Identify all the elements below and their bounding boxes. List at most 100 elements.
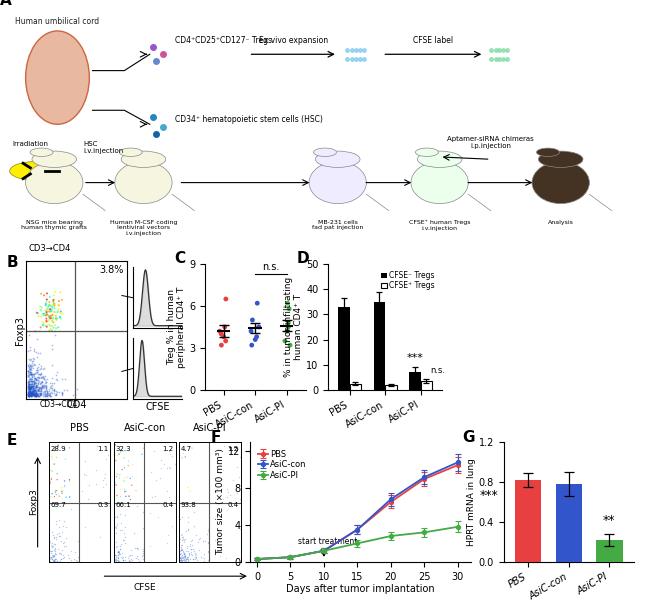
Point — [117, 465, 127, 475]
Point — [176, 553, 186, 563]
Point — [104, 501, 114, 511]
Point — [36, 383, 47, 393]
Point — [23, 367, 33, 376]
Point — [182, 555, 192, 565]
Point — [176, 554, 187, 564]
Point — [57, 545, 68, 555]
Text: 69.7: 69.7 — [51, 502, 66, 508]
Point — [59, 481, 70, 491]
Point — [113, 550, 124, 559]
Point — [25, 388, 35, 398]
Point — [55, 327, 65, 336]
Point — [45, 552, 55, 562]
Point — [163, 446, 174, 456]
Point — [31, 374, 42, 384]
Point — [122, 472, 133, 482]
Point — [119, 453, 129, 463]
Point — [254, 322, 264, 332]
Point — [38, 372, 48, 382]
Point — [47, 303, 57, 313]
Point — [25, 389, 36, 399]
Point — [212, 484, 222, 494]
Point — [23, 387, 34, 397]
Ellipse shape — [309, 161, 367, 204]
Text: NSG mice bearing
human thymic grafts: NSG mice bearing human thymic grafts — [21, 220, 87, 230]
Point — [31, 380, 42, 390]
Point — [112, 511, 122, 521]
Point — [162, 538, 172, 548]
Point — [83, 494, 93, 504]
Point — [48, 323, 58, 333]
Point — [50, 538, 60, 548]
Point — [61, 492, 72, 502]
Point — [25, 362, 35, 371]
Point — [31, 368, 41, 378]
Point — [115, 448, 125, 457]
Legend: PBS, AsiC-con, AsiC-PI: PBS, AsiC-con, AsiC-PI — [254, 446, 310, 483]
Point — [38, 318, 49, 328]
Point — [58, 516, 69, 526]
Point — [27, 384, 38, 394]
Point — [26, 368, 36, 378]
Point — [34, 363, 45, 373]
Point — [109, 463, 120, 473]
Point — [43, 388, 53, 398]
Point — [175, 553, 185, 563]
Point — [37, 317, 47, 327]
Point — [31, 387, 41, 397]
Point — [127, 550, 137, 559]
Point — [36, 372, 47, 382]
Point — [26, 389, 36, 399]
Point — [42, 317, 52, 327]
Point — [25, 386, 36, 396]
Point — [32, 391, 43, 401]
Point — [29, 389, 39, 399]
Point — [46, 387, 56, 397]
Point — [29, 390, 39, 400]
Point — [38, 321, 49, 331]
Point — [49, 295, 59, 305]
Text: n.s.: n.s. — [262, 262, 279, 273]
Point — [66, 555, 76, 565]
Point — [56, 549, 66, 559]
Point — [49, 551, 59, 561]
Point — [31, 383, 41, 393]
Point — [35, 389, 46, 398]
Point — [30, 384, 40, 394]
Point — [23, 381, 34, 391]
Point — [29, 375, 40, 384]
Point — [59, 385, 70, 395]
Point — [24, 369, 34, 379]
Point — [25, 381, 36, 391]
Point — [24, 382, 34, 392]
Point — [72, 556, 82, 566]
Point — [31, 391, 42, 401]
Point — [186, 536, 196, 546]
Point — [174, 542, 184, 551]
Point — [40, 311, 51, 321]
Point — [113, 546, 124, 556]
Point — [42, 374, 52, 384]
Point — [73, 552, 84, 562]
Point — [38, 365, 49, 375]
Point — [24, 379, 34, 389]
Point — [53, 557, 64, 567]
Point — [25, 390, 36, 400]
Point — [55, 287, 66, 297]
Y-axis label: HPRT mRNA in lung: HPRT mRNA in lung — [467, 458, 476, 546]
Point — [24, 387, 34, 397]
Point — [24, 369, 34, 379]
Point — [25, 385, 35, 395]
Point — [29, 391, 40, 401]
Point — [118, 535, 129, 545]
Point — [42, 391, 52, 400]
Point — [24, 390, 34, 400]
Point — [27, 381, 37, 391]
Point — [47, 454, 57, 464]
Point — [183, 551, 193, 561]
Text: AsiC-con: AsiC-con — [124, 422, 166, 432]
Point — [29, 379, 39, 389]
Point — [36, 378, 47, 387]
Point — [28, 381, 38, 391]
Circle shape — [30, 148, 53, 157]
